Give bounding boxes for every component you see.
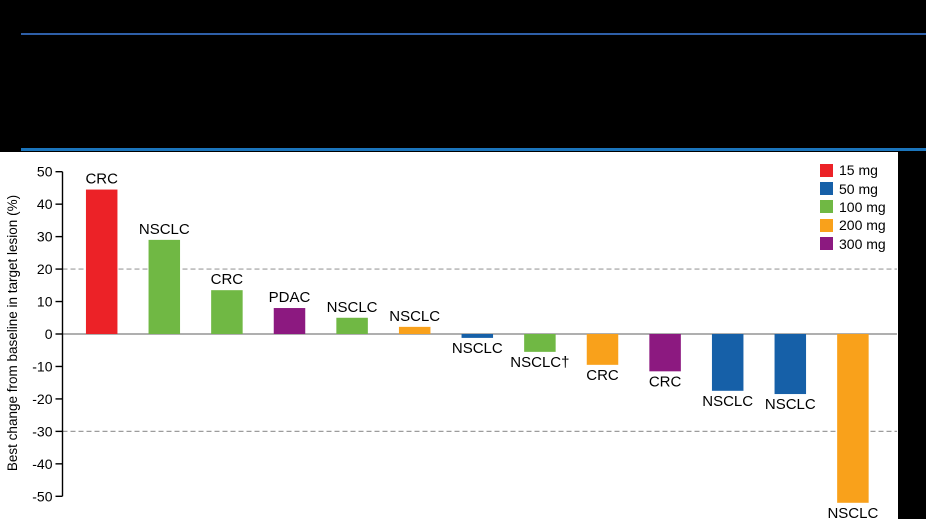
bar — [211, 290, 243, 334]
legend-item: 100 mg — [820, 198, 886, 216]
bar — [711, 334, 744, 391]
legend-item: 200 mg — [820, 216, 886, 234]
y-axis-title: Best change from baseline in target lesi… — [5, 195, 20, 471]
bar — [774, 334, 807, 395]
y-tick-label: 40 — [37, 196, 53, 212]
bar-label: NSCLC — [389, 308, 440, 325]
bar-label: CRC — [586, 367, 619, 384]
y-tick-label: 50 — [37, 164, 53, 180]
y-tick-label: -40 — [32, 456, 52, 472]
legend-label: 200 mg — [839, 217, 886, 234]
bar-label: PDAC — [269, 289, 311, 306]
bar — [461, 334, 494, 338]
y-tick-label: 20 — [37, 261, 53, 277]
bar-label: NSCLC — [765, 396, 816, 413]
chart-panel — [0, 152, 898, 519]
legend-swatch — [820, 182, 833, 196]
bar — [586, 334, 619, 365]
bar — [273, 308, 306, 334]
y-tick-label: 30 — [37, 229, 53, 245]
bar-label: CRC — [649, 373, 682, 390]
legend-label: 100 mg — [839, 198, 886, 215]
bar-label: NSCLC — [452, 340, 503, 357]
legend-swatch — [820, 200, 833, 214]
bar — [336, 317, 368, 334]
y-tick-label: 10 — [37, 294, 53, 310]
bar — [148, 239, 181, 334]
legend-item: 300 mg — [820, 235, 886, 253]
dose-legend: 15 mg 50 mg 100 mg 200 mg 300 mg — [820, 161, 886, 253]
y-tick-label: -50 — [32, 488, 52, 504]
y-tick-label: -10 — [32, 358, 52, 374]
bar-label: CRC — [211, 271, 244, 288]
legend-label: 300 mg — [839, 235, 886, 252]
bar-label: NSCLC — [139, 221, 190, 238]
bar-label: NSCLC — [827, 505, 878, 519]
legend-swatch — [820, 163, 833, 177]
bar-label: NSCLC — [327, 299, 378, 316]
y-tick-label: 0 — [45, 326, 53, 342]
legend-item: 50 mg — [820, 179, 886, 197]
top-horizontal-rule-1 — [21, 33, 926, 35]
top-horizontal-rule-2 — [21, 148, 926, 151]
legend-label: 50 mg — [839, 180, 878, 197]
bar — [649, 334, 681, 372]
legend-swatch — [820, 237, 833, 251]
legend-swatch — [820, 218, 833, 232]
bar-label: NSCLC — [702, 393, 753, 410]
bar — [398, 326, 431, 334]
bar-label: NSCLC† — [510, 354, 569, 371]
legend-item: 15 mg — [820, 161, 886, 179]
bar — [524, 334, 556, 352]
bar — [837, 334, 869, 503]
bar — [85, 189, 118, 334]
y-tick-label: -30 — [32, 423, 52, 439]
bar-label: CRC — [85, 171, 118, 188]
legend-label: 15 mg — [839, 162, 878, 179]
y-tick-label: -20 — [32, 391, 52, 407]
